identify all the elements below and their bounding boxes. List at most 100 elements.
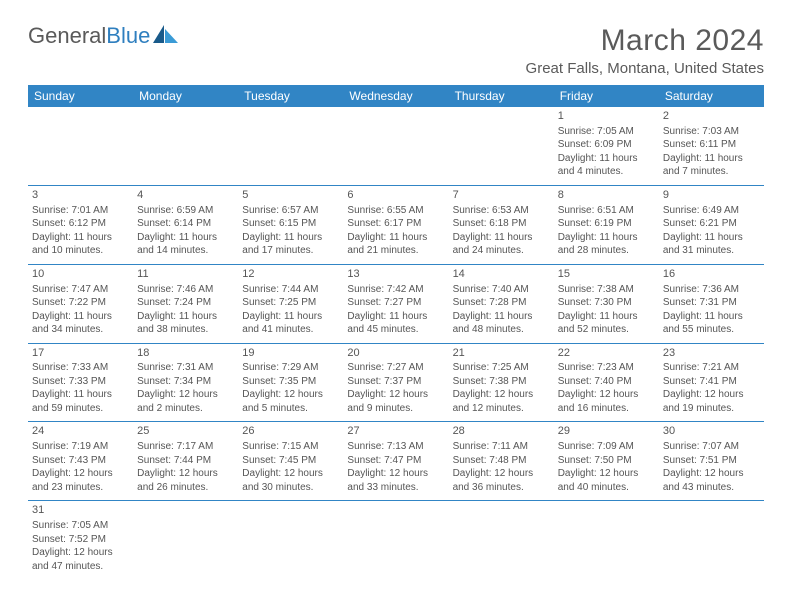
cell-line: Sunrise: 7:40 AM: [453, 283, 550, 297]
cell-line: and 9 minutes.: [347, 402, 444, 416]
cell-line: Sunset: 7:40 PM: [558, 375, 655, 389]
cell-line: Sunset: 7:33 PM: [32, 375, 129, 389]
cell-line: Daylight: 12 hours: [137, 388, 234, 402]
calendar-cell: [659, 501, 764, 579]
cell-line: Daylight: 12 hours: [663, 388, 760, 402]
day-number: 20: [347, 346, 444, 361]
logo: GeneralBlue: [28, 24, 179, 48]
cell-line: Sunrise: 7:42 AM: [347, 283, 444, 297]
cell-line: and 5 minutes.: [242, 402, 339, 416]
cell-line: and 47 minutes.: [32, 560, 129, 574]
calendar-cell: [238, 501, 343, 579]
cell-line: and 7 minutes.: [663, 165, 760, 179]
cell-line: Sunrise: 7:11 AM: [453, 440, 550, 454]
cell-line: and 21 minutes.: [347, 244, 444, 258]
day-number: 30: [663, 424, 760, 439]
calendar-table: Sunday Monday Tuesday Wednesday Thursday…: [28, 85, 764, 579]
cell-line: Sunrise: 7:27 AM: [347, 361, 444, 375]
cell-line: Sunset: 6:17 PM: [347, 217, 444, 231]
cell-line: Sunset: 7:52 PM: [32, 533, 129, 547]
cell-line: Sunset: 7:45 PM: [242, 454, 339, 468]
cell-line: Sunrise: 6:53 AM: [453, 204, 550, 218]
cell-line: and 34 minutes.: [32, 323, 129, 337]
cell-line: Sunset: 7:28 PM: [453, 296, 550, 310]
cell-line: Daylight: 12 hours: [242, 467, 339, 481]
calendar-row: 17Sunrise: 7:33 AMSunset: 7:33 PMDayligh…: [28, 343, 764, 422]
calendar-cell: 10Sunrise: 7:47 AMSunset: 7:22 PMDayligh…: [28, 264, 133, 343]
cell-line: and 14 minutes.: [137, 244, 234, 258]
header: GeneralBlue March 2024 Great Falls, Mont…: [28, 24, 764, 77]
cell-line: Sunrise: 7:23 AM: [558, 361, 655, 375]
cell-line: Daylight: 11 hours: [137, 310, 234, 324]
cell-line: Sunrise: 7:07 AM: [663, 440, 760, 454]
title-block: March 2024 Great Falls, Montana, United …: [526, 24, 764, 77]
cell-line: Sunset: 7:47 PM: [347, 454, 444, 468]
day-number: 26: [242, 424, 339, 439]
cell-line: Daylight: 11 hours: [32, 231, 129, 245]
calendar-row: 31Sunrise: 7:05 AMSunset: 7:52 PMDayligh…: [28, 501, 764, 579]
cell-line: Sunrise: 7:05 AM: [32, 519, 129, 533]
calendar-row: 24Sunrise: 7:19 AMSunset: 7:43 PMDayligh…: [28, 422, 764, 501]
cell-line: Sunrise: 7:09 AM: [558, 440, 655, 454]
day-number: 25: [137, 424, 234, 439]
calendar-cell: 20Sunrise: 7:27 AMSunset: 7:37 PMDayligh…: [343, 343, 448, 422]
calendar-cell: 26Sunrise: 7:15 AMSunset: 7:45 PMDayligh…: [238, 422, 343, 501]
cell-line: and 28 minutes.: [558, 244, 655, 258]
calendar-cell: [449, 501, 554, 579]
calendar-cell: 30Sunrise: 7:07 AMSunset: 7:51 PMDayligh…: [659, 422, 764, 501]
day-number: 9: [663, 188, 760, 203]
cell-line: and 36 minutes.: [453, 481, 550, 495]
cell-line: Sunset: 7:27 PM: [347, 296, 444, 310]
cell-line: and 10 minutes.: [32, 244, 129, 258]
cell-line: Sunrise: 7:36 AM: [663, 283, 760, 297]
calendar-cell: 22Sunrise: 7:23 AMSunset: 7:40 PMDayligh…: [554, 343, 659, 422]
calendar-row: 10Sunrise: 7:47 AMSunset: 7:22 PMDayligh…: [28, 264, 764, 343]
cell-line: Daylight: 12 hours: [453, 467, 550, 481]
calendar-cell: [133, 107, 238, 185]
day-number: 29: [558, 424, 655, 439]
calendar-cell: 24Sunrise: 7:19 AMSunset: 7:43 PMDayligh…: [28, 422, 133, 501]
cell-line: Sunrise: 7:29 AM: [242, 361, 339, 375]
cell-line: and 31 minutes.: [663, 244, 760, 258]
cell-line: Daylight: 11 hours: [242, 310, 339, 324]
cell-line: Sunset: 7:41 PM: [663, 375, 760, 389]
weekday-header: Saturday: [659, 85, 764, 107]
cell-line: Sunset: 6:12 PM: [32, 217, 129, 231]
cell-line: Daylight: 11 hours: [32, 310, 129, 324]
cell-line: Sunset: 7:34 PM: [137, 375, 234, 389]
calendar-cell: 18Sunrise: 7:31 AMSunset: 7:34 PMDayligh…: [133, 343, 238, 422]
weekday-header: Monday: [133, 85, 238, 107]
weekday-header: Sunday: [28, 85, 133, 107]
cell-line: and 19 minutes.: [663, 402, 760, 416]
weekday-header-row: Sunday Monday Tuesday Wednesday Thursday…: [28, 85, 764, 107]
calendar-cell: 15Sunrise: 7:38 AMSunset: 7:30 PMDayligh…: [554, 264, 659, 343]
day-number: 27: [347, 424, 444, 439]
cell-line: Sunrise: 7:15 AM: [242, 440, 339, 454]
calendar-cell: [343, 107, 448, 185]
calendar-cell: 31Sunrise: 7:05 AMSunset: 7:52 PMDayligh…: [28, 501, 133, 579]
cell-line: and 43 minutes.: [663, 481, 760, 495]
cell-line: Daylight: 12 hours: [347, 388, 444, 402]
cell-line: Sunset: 7:31 PM: [663, 296, 760, 310]
cell-line: and 17 minutes.: [242, 244, 339, 258]
calendar-cell: 12Sunrise: 7:44 AMSunset: 7:25 PMDayligh…: [238, 264, 343, 343]
cell-line: Sunset: 7:43 PM: [32, 454, 129, 468]
logo-text-2: Blue: [106, 25, 150, 47]
calendar-cell: 16Sunrise: 7:36 AMSunset: 7:31 PMDayligh…: [659, 264, 764, 343]
cell-line: and 23 minutes.: [32, 481, 129, 495]
cell-line: and 40 minutes.: [558, 481, 655, 495]
day-number: 7: [453, 188, 550, 203]
day-number: 18: [137, 346, 234, 361]
cell-line: and 16 minutes.: [558, 402, 655, 416]
calendar-cell: 7Sunrise: 6:53 AMSunset: 6:18 PMDaylight…: [449, 185, 554, 264]
cell-line: Sunset: 7:37 PM: [347, 375, 444, 389]
calendar-cell: 3Sunrise: 7:01 AMSunset: 6:12 PMDaylight…: [28, 185, 133, 264]
calendar-cell: [238, 107, 343, 185]
day-number: 28: [453, 424, 550, 439]
day-number: 16: [663, 267, 760, 282]
calendar-cell: 2Sunrise: 7:03 AMSunset: 6:11 PMDaylight…: [659, 107, 764, 185]
cell-line: Daylight: 11 hours: [558, 152, 655, 166]
day-number: 13: [347, 267, 444, 282]
calendar-body: 1Sunrise: 7:05 AMSunset: 6:09 PMDaylight…: [28, 107, 764, 579]
cell-line: Sunrise: 7:25 AM: [453, 361, 550, 375]
